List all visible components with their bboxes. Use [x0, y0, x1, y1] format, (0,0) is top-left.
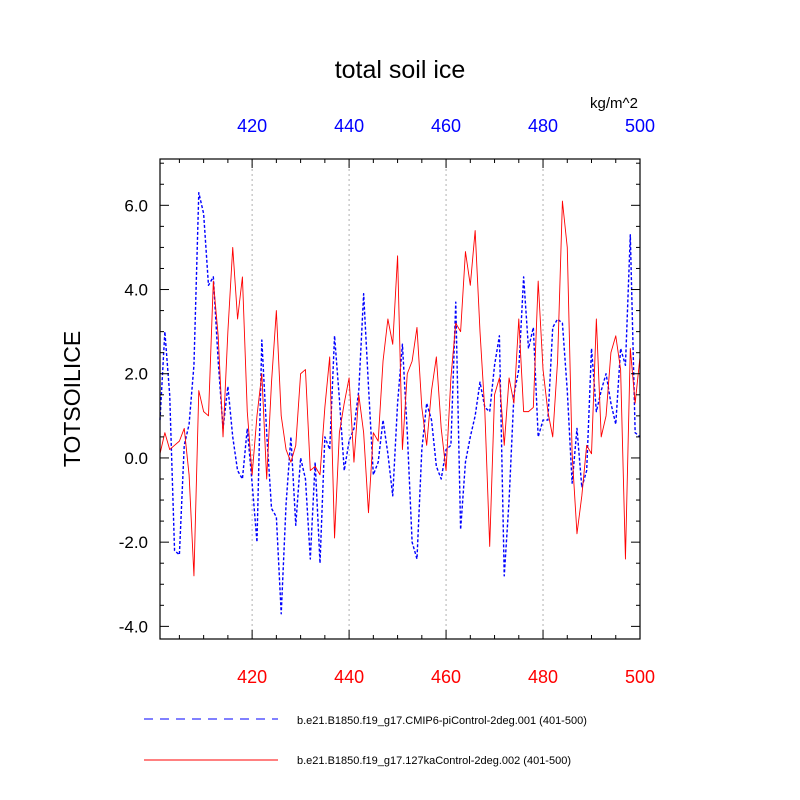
grid-lines	[251, 159, 544, 639]
series-line-blue	[159, 191, 641, 615]
plot-frame	[159, 158, 641, 640]
legend-label-blue: b.e21.B1850.f19_g17.CMIP6-piControl-2deg…	[297, 715, 587, 727]
x-tick-label-top-460: 460	[431, 116, 461, 136]
x-tick-label-top-440: 440	[334, 116, 364, 136]
x-tick-label-top-480: 480	[528, 116, 558, 136]
x-tick-label-bottom-500: 500	[625, 667, 655, 687]
y-tick-label-0: 0.0	[124, 449, 148, 468]
series-line-red	[159, 200, 641, 577]
legend: b.e21.B1850.f19_g17.CMIP6-piControl-2deg…	[144, 715, 587, 767]
x-tick-label-bottom-420: 420	[237, 667, 267, 687]
x-tick-label-bottom-480: 480	[528, 667, 558, 687]
y-axis-label: TOTSOILICE	[59, 331, 85, 467]
axis-ticks	[160, 159, 641, 639]
y-tick-label-2: 2.0	[124, 365, 148, 384]
y-tick-label-6: 6.0	[124, 196, 148, 215]
legend-label-red: b.e21.B1850.f19_g17.127kaControl-2deg.00…	[297, 755, 571, 767]
x-tick-label-top-420: 420	[237, 116, 267, 136]
x-tick-label-bottom-460: 460	[431, 667, 461, 687]
units-label: kg/m^2	[590, 95, 638, 112]
y-tick-label--2: -2.0	[119, 533, 148, 552]
y-tick-label--4: -4.0	[119, 617, 148, 636]
y-tick-label-4: 4.0	[124, 281, 148, 300]
chart-title: total soil ice	[335, 56, 466, 84]
x-tick-label-top-500: 500	[625, 116, 655, 136]
series-layer	[159, 191, 641, 615]
x-tick-label-bottom-440: 440	[334, 667, 364, 687]
axis-tick-labels: 420 420 440 440 460 460 480 480 500 500 -4.0 -2.0 0.…	[119, 116, 655, 687]
